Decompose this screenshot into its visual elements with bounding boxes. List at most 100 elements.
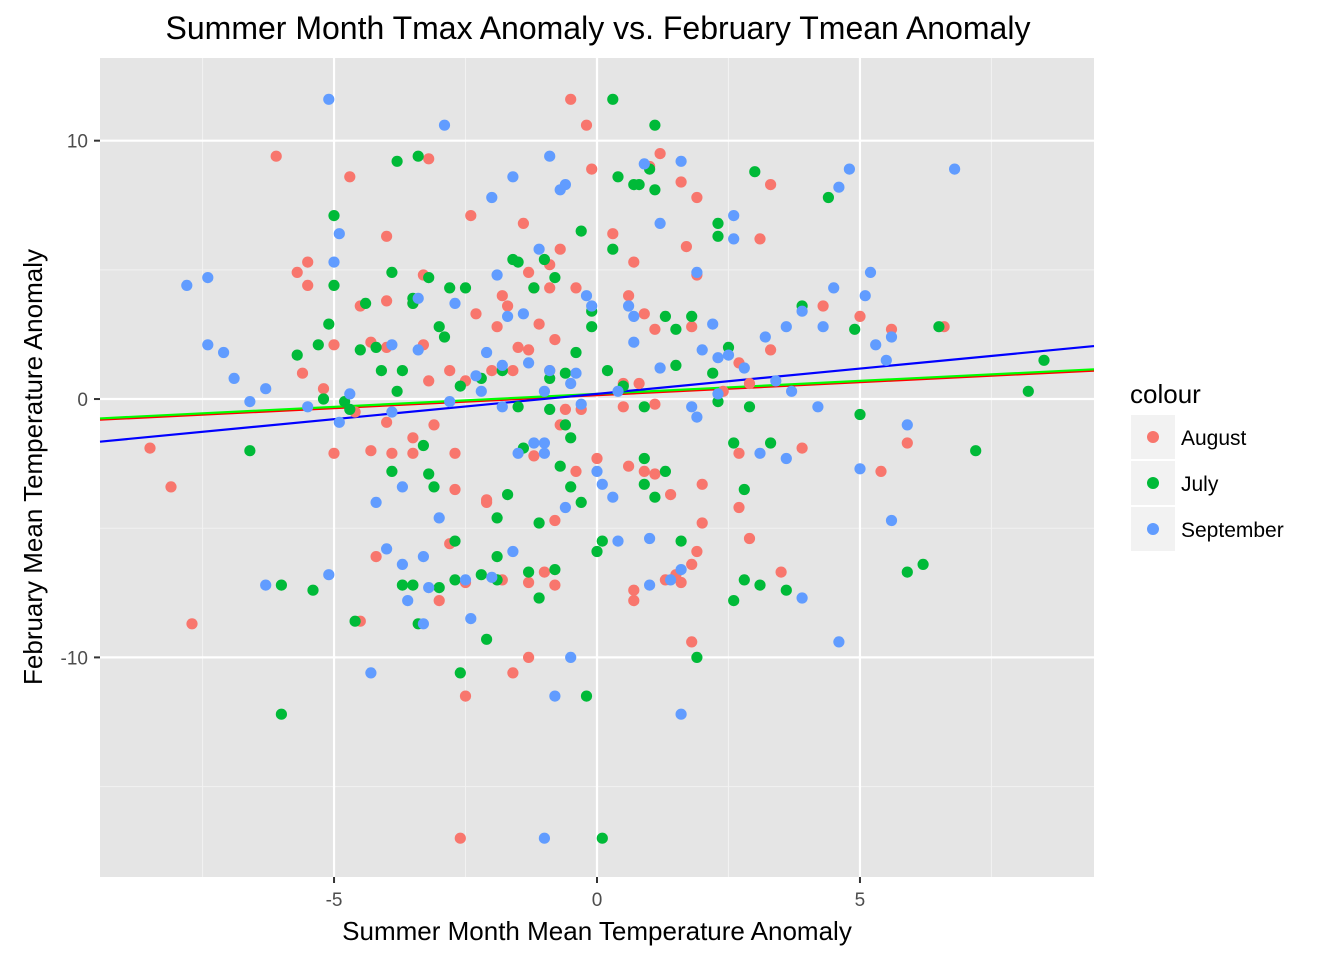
data-point-september	[565, 377, 577, 390]
data-point-september	[812, 401, 824, 413]
data-point-july	[780, 584, 792, 596]
fit-line-september	[99, 344, 1095, 443]
data-point-july	[396, 579, 408, 591]
data-point-july	[328, 279, 340, 291]
data-point-july	[344, 403, 356, 415]
data-point-july	[328, 210, 340, 222]
data-point-september	[722, 349, 735, 361]
data-point-august	[765, 344, 777, 356]
data-point-september	[502, 310, 514, 322]
data-point-july	[544, 403, 556, 415]
data-point-july	[375, 365, 387, 377]
data-point-september	[565, 651, 577, 664]
data-point-july	[691, 651, 703, 664]
data-point-september	[675, 708, 687, 720]
data-point-september	[181, 279, 193, 291]
data-point-august	[754, 233, 766, 245]
data-point-august	[570, 465, 582, 477]
data-point-august	[544, 282, 556, 294]
data-point-august	[675, 176, 687, 188]
data-point-september	[691, 411, 703, 423]
data-point-july	[596, 832, 608, 844]
data-point-august	[817, 300, 829, 312]
y-axis-label: February Mean Temperature Anomaly	[18, 249, 48, 685]
data-point-september	[675, 155, 687, 167]
data-point-july	[565, 481, 577, 493]
legend-title: colour	[1130, 379, 1201, 409]
data-point-september	[654, 217, 666, 229]
data-point-august	[696, 478, 708, 490]
data-point-september	[365, 667, 377, 679]
data-point-september	[538, 447, 551, 459]
data-point-august	[617, 401, 629, 413]
data-point-august	[633, 377, 645, 390]
data-point-july	[933, 321, 945, 333]
data-point-july	[638, 401, 650, 413]
data-point-september	[459, 574, 472, 586]
data-point-july	[638, 478, 650, 490]
legend-item-august: August	[1131, 415, 1247, 459]
data-point-july	[649, 184, 661, 196]
data-point-august	[549, 334, 561, 346]
x-tick-label: 5	[855, 890, 866, 911]
data-point-september	[596, 478, 608, 490]
data-point-august	[381, 295, 393, 307]
data-point-august	[449, 447, 461, 459]
data-point-august	[628, 584, 640, 596]
data-point-july	[1022, 385, 1034, 397]
data-point-september	[396, 481, 408, 493]
data-point-july	[528, 282, 540, 294]
data-point-september	[654, 362, 666, 374]
data-point-july	[596, 535, 608, 547]
data-point-september	[470, 370, 482, 382]
data-point-july	[738, 574, 750, 586]
data-point-august	[523, 651, 535, 664]
data-point-july	[275, 579, 287, 591]
data-point-july	[554, 460, 566, 472]
data-point-july	[570, 346, 582, 359]
data-point-september	[202, 272, 214, 284]
data-point-july	[575, 496, 587, 508]
data-point-august	[696, 517, 708, 529]
data-point-july	[638, 452, 650, 465]
data-point-september	[644, 579, 656, 591]
data-point-august	[523, 576, 535, 589]
data-point-august	[686, 321, 698, 333]
data-point-september	[260, 579, 272, 591]
data-point-august	[491, 321, 503, 333]
legend-item-july: July	[1131, 461, 1219, 505]
data-point-september	[828, 282, 840, 294]
data-point-july	[765, 437, 777, 449]
legend-label: September	[1181, 519, 1284, 542]
y-tick-label: 0	[77, 390, 88, 411]
data-point-july	[743, 401, 756, 413]
data-point-september	[344, 388, 356, 400]
data-point-july	[549, 564, 561, 576]
data-point-september	[412, 292, 424, 304]
data-point-august	[765, 179, 777, 191]
data-point-september	[833, 636, 845, 648]
data-point-august	[433, 595, 445, 607]
data-point-july	[559, 419, 572, 431]
y-tick-label: -10	[61, 648, 88, 669]
data-point-august	[638, 465, 650, 477]
data-point-september	[475, 385, 487, 397]
data-point-august	[291, 266, 303, 278]
data-point-september	[728, 210, 740, 222]
data-point-july	[386, 266, 398, 278]
data-point-september	[491, 269, 503, 281]
data-point-july	[502, 489, 514, 501]
data-point-july	[849, 323, 861, 335]
data-point-july	[423, 468, 435, 480]
data-point-august	[680, 241, 693, 253]
data-point-july	[396, 365, 408, 377]
data-point-august	[407, 432, 419, 444]
data-point-september	[538, 385, 551, 397]
data-point-august	[444, 365, 456, 377]
data-point-september	[738, 362, 750, 374]
data-point-august	[559, 403, 572, 415]
data-point-september	[481, 346, 493, 359]
data-point-august	[743, 377, 756, 390]
data-point-august	[407, 447, 419, 459]
